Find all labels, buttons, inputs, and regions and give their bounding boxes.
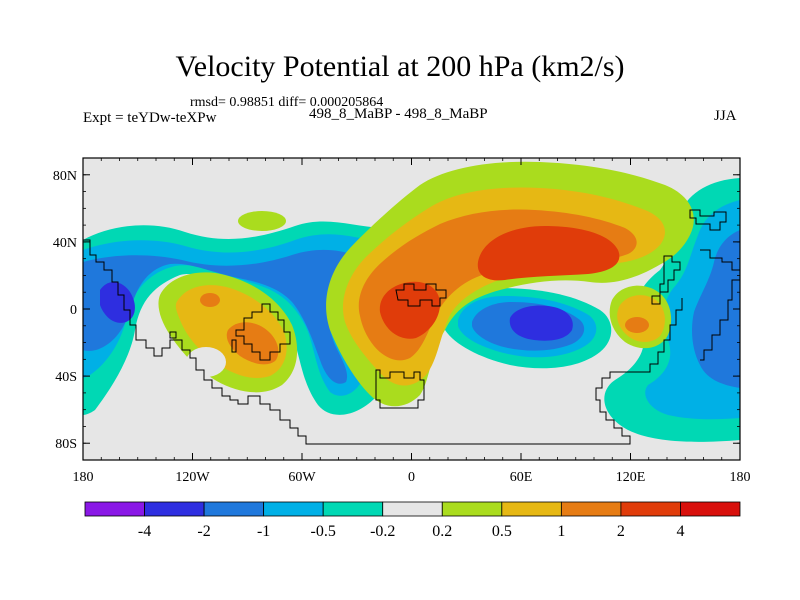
coast-south-america [176,298,683,445]
pos-samerica-dark [226,322,279,365]
neg-band-blue [83,249,360,384]
x-tick-label: 120W [175,470,210,485]
pos-samerica-small [200,293,220,307]
x-tick-label: 120E [616,470,646,485]
colorbar-label: 1 [557,523,565,540]
colorbar-box-4 [322,501,384,517]
coastlines [83,209,740,445]
neutral-hole-samerica [186,347,226,377]
neg-indian-min [509,305,573,341]
colorbar-box-8 [560,501,622,517]
y-tick-label: 40S [55,370,77,385]
season-label: JJA [714,108,737,124]
run-label: 498_8_MaBP - 498_8_MaBP [309,106,488,122]
neg-westpac-blue [692,230,740,388]
colorbar-box-2 [203,501,265,517]
colorbar-label: -2 [197,523,210,540]
neg-min-pacific [100,281,135,323]
pos-east-dark [625,317,649,333]
coast-east-asia [651,255,681,305]
contour-fields [83,158,740,460]
axes: 180 120W 60W 0 60E 120E 180 80N 40N 0 40S 80S [53,158,751,485]
colorbar-label: -0.5 [311,523,336,540]
coast-south-america-west [235,303,291,361]
colorbar-label: 0.2 [432,523,452,540]
colorbar-box-7 [501,501,562,517]
colorbar-label: 4 [676,523,684,540]
colorbar-label: -0.2 [370,523,395,540]
colorbar-label: -1 [257,523,270,540]
colorbar-box-3 [263,501,324,517]
y-tick-label: 80S [55,437,77,452]
coast-central-america [169,331,237,353]
colorbar-box-0 [84,501,145,517]
experiment-label: Expt = teYDw-teXPw [83,110,217,126]
y-tick-label: 80N [53,169,77,184]
colorbar-label: -4 [138,523,151,540]
x-tick-label: 60W [288,470,316,485]
pos-max-asia [477,226,620,281]
colorbar: -4 -2 -1 -0.5 -0.2 0.2 0.5 1 2 4 [84,501,741,540]
x-tick-label: 180 [73,470,94,485]
coast-asia [689,209,727,231]
chart-title: Velocity Potential at 200 hPa (km2/s) [175,50,625,83]
colorbar-label: 0.5 [492,523,512,540]
x-tick-label: 180 [730,470,751,485]
y-tick-label: 0 [70,303,77,318]
coast-africa-south [375,369,425,409]
coast-africa [395,283,447,307]
colorbar-label: 2 [617,523,625,540]
pos-max-africa [379,281,440,339]
colorbar-box-9 [620,501,681,517]
colorbar-box-6 [441,501,503,517]
coast-north-america [83,239,176,357]
colorbar-box-5 [382,501,443,517]
x-tick-label: 60E [510,470,533,485]
pos-northpac [238,211,286,231]
colorbar-box-10 [680,501,741,517]
coast-australia [700,249,740,361]
y-tick-label: 40N [53,236,77,251]
colorbar-box-1 [144,501,205,517]
x-tick-label: 0 [408,470,415,485]
rmsd-stats: rmsd= 0.98851 diff= 0.000205864 [190,95,384,110]
